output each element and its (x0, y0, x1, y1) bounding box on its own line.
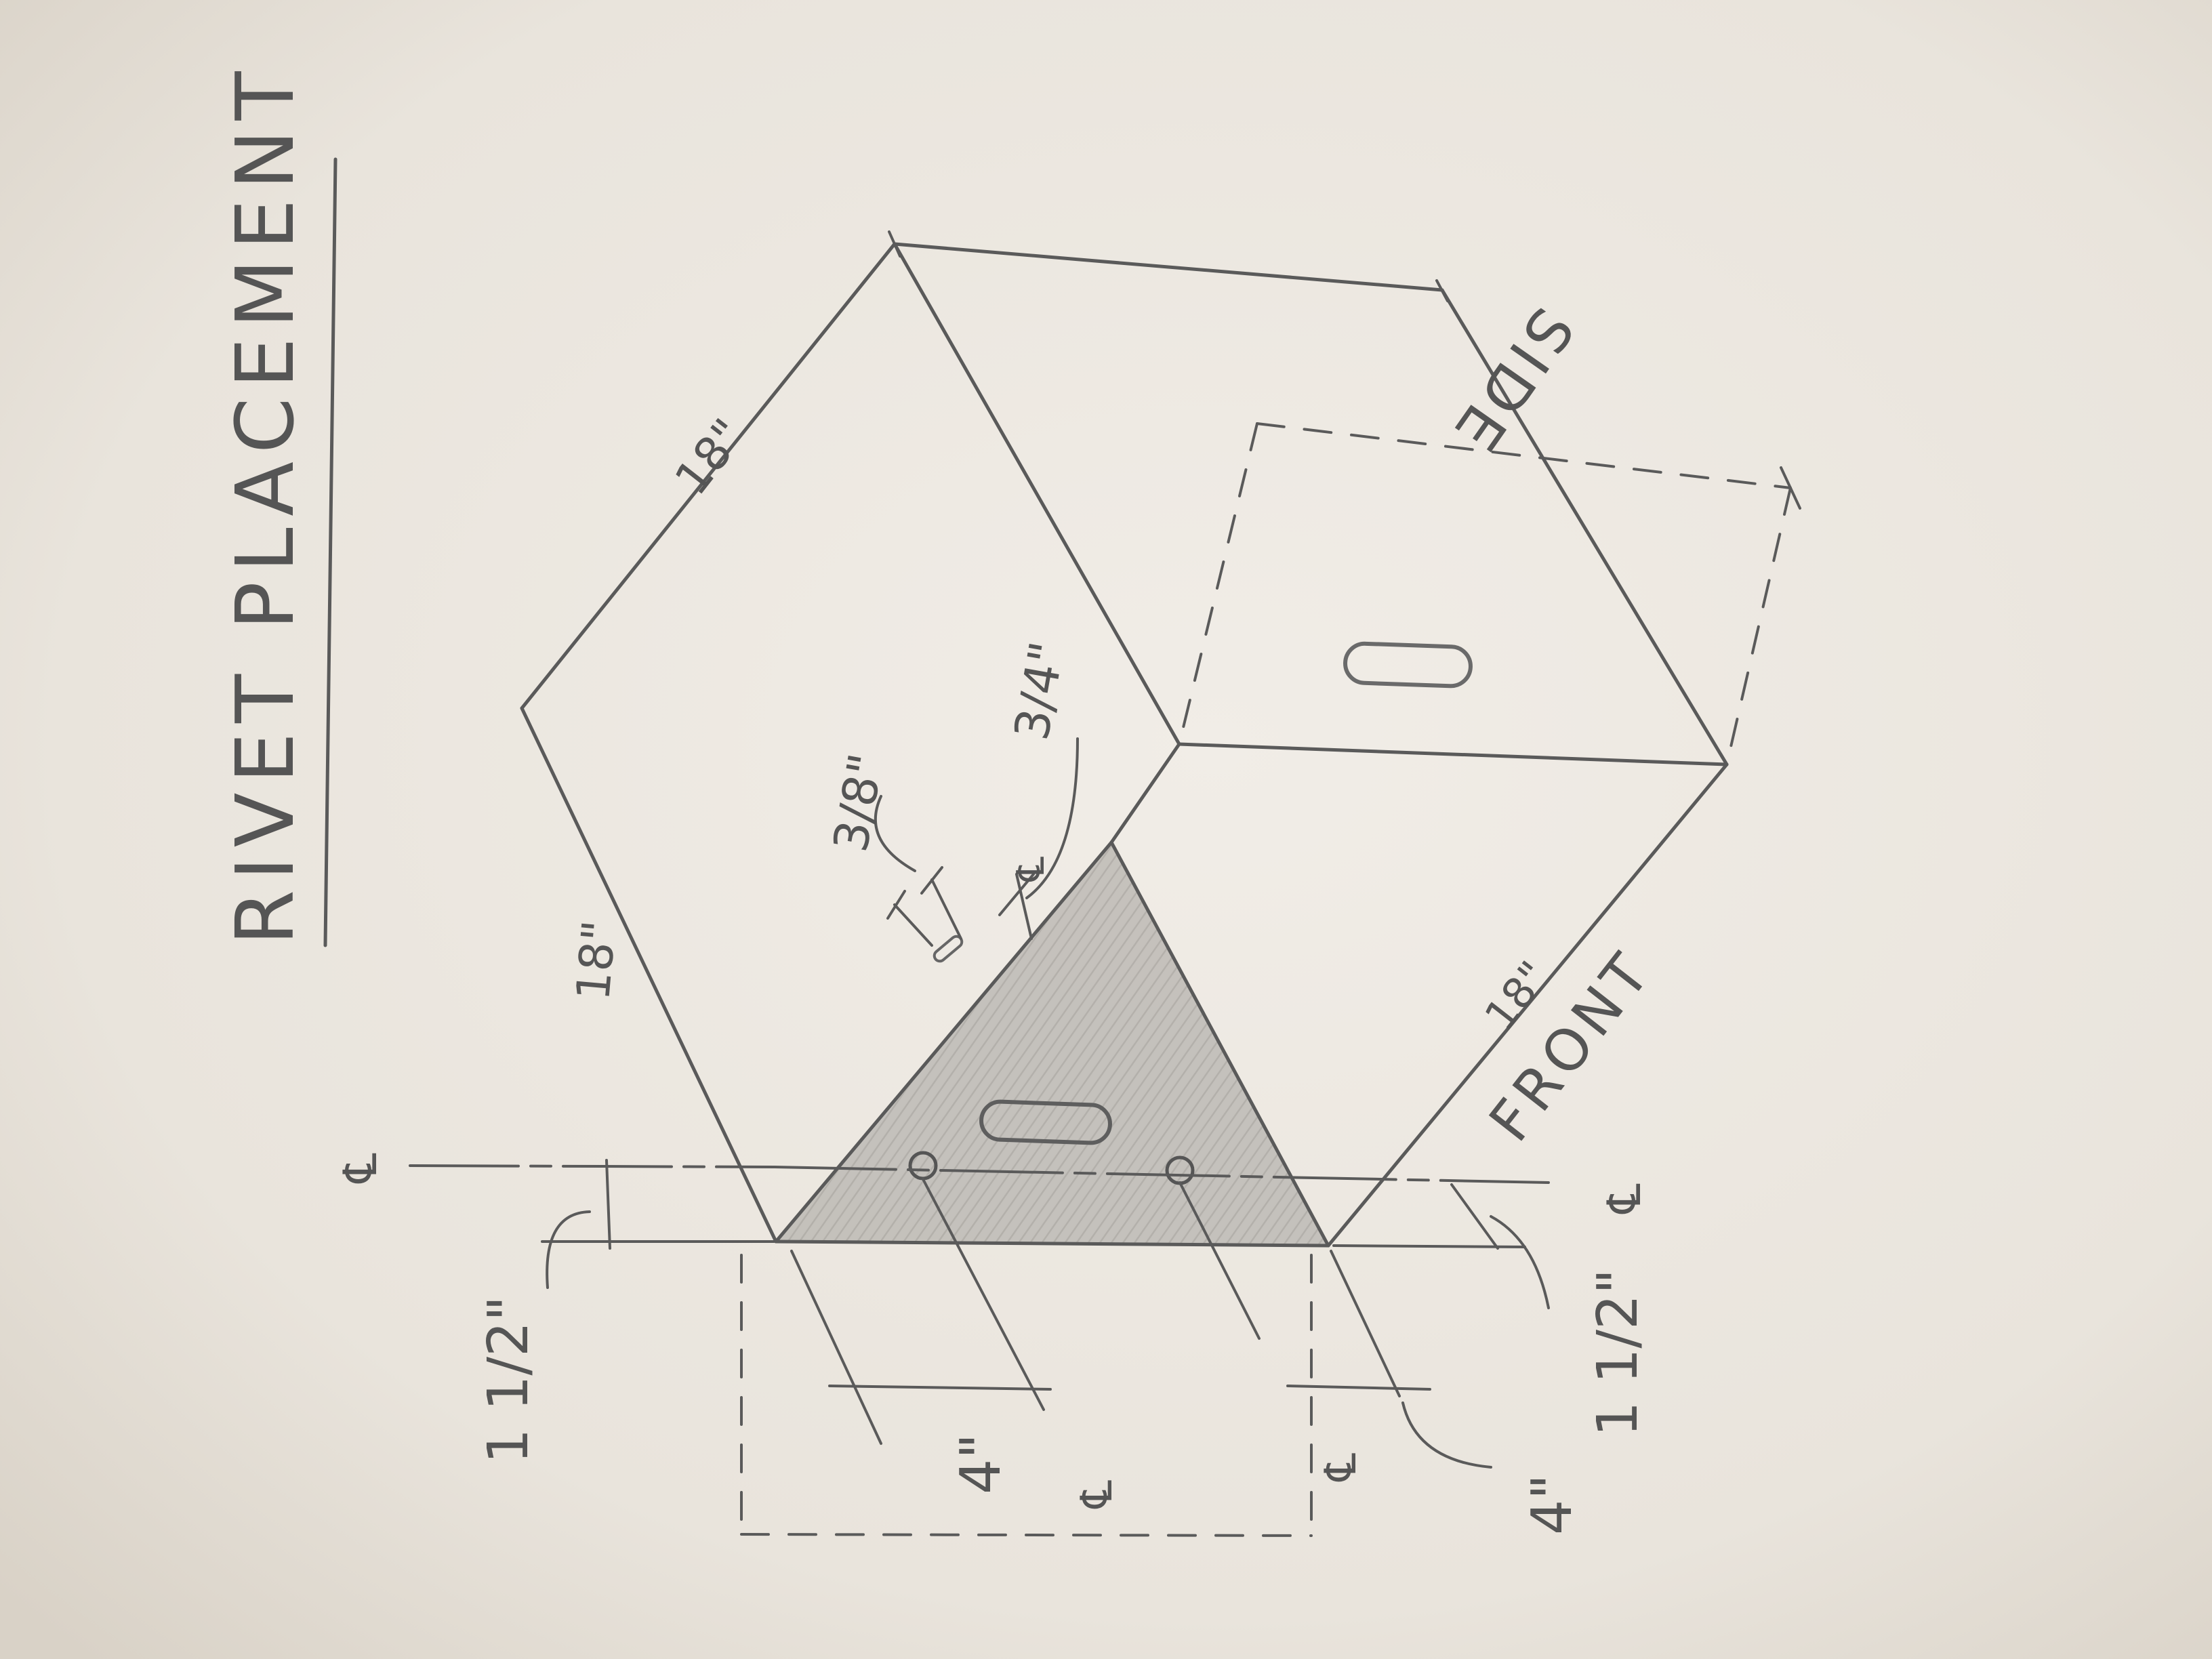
top-rivet-dims (874, 737, 1079, 963)
title-text: RIVET PLACEMENT (218, 62, 312, 945)
centerline-symbol-left: ℄ (334, 1153, 388, 1184)
centerline-symbol-top: ℄ (1009, 857, 1053, 882)
label-offset-right: 1 1/2" (1586, 1269, 1650, 1437)
title-underline (323, 157, 337, 947)
shaded-gusset-triangle (776, 842, 1328, 1246)
label-left-edge-18: 18" (567, 918, 627, 1002)
corner-ticks (888, 230, 1801, 510)
title-group: RIVET PLACEMENT (218, 62, 337, 947)
centerlines (409, 1159, 1550, 1469)
label-depth-right: 4" (1520, 1474, 1584, 1535)
centerline-symbol-right: ℄ (1598, 1183, 1652, 1214)
label-offset-left: 1 1/2" (476, 1296, 541, 1464)
centerline-symbol-bottom-left: ℄ (1072, 1480, 1122, 1509)
label-depth-left: 4" (949, 1433, 1013, 1494)
dashed-hidden-lines (740, 422, 1792, 1537)
box-outline (520, 242, 1729, 1248)
centerline-symbol-bottom-right: ℄ (1316, 1453, 1366, 1482)
front-handle-slot (979, 1099, 1112, 1145)
side-handle-slot (1343, 641, 1473, 689)
